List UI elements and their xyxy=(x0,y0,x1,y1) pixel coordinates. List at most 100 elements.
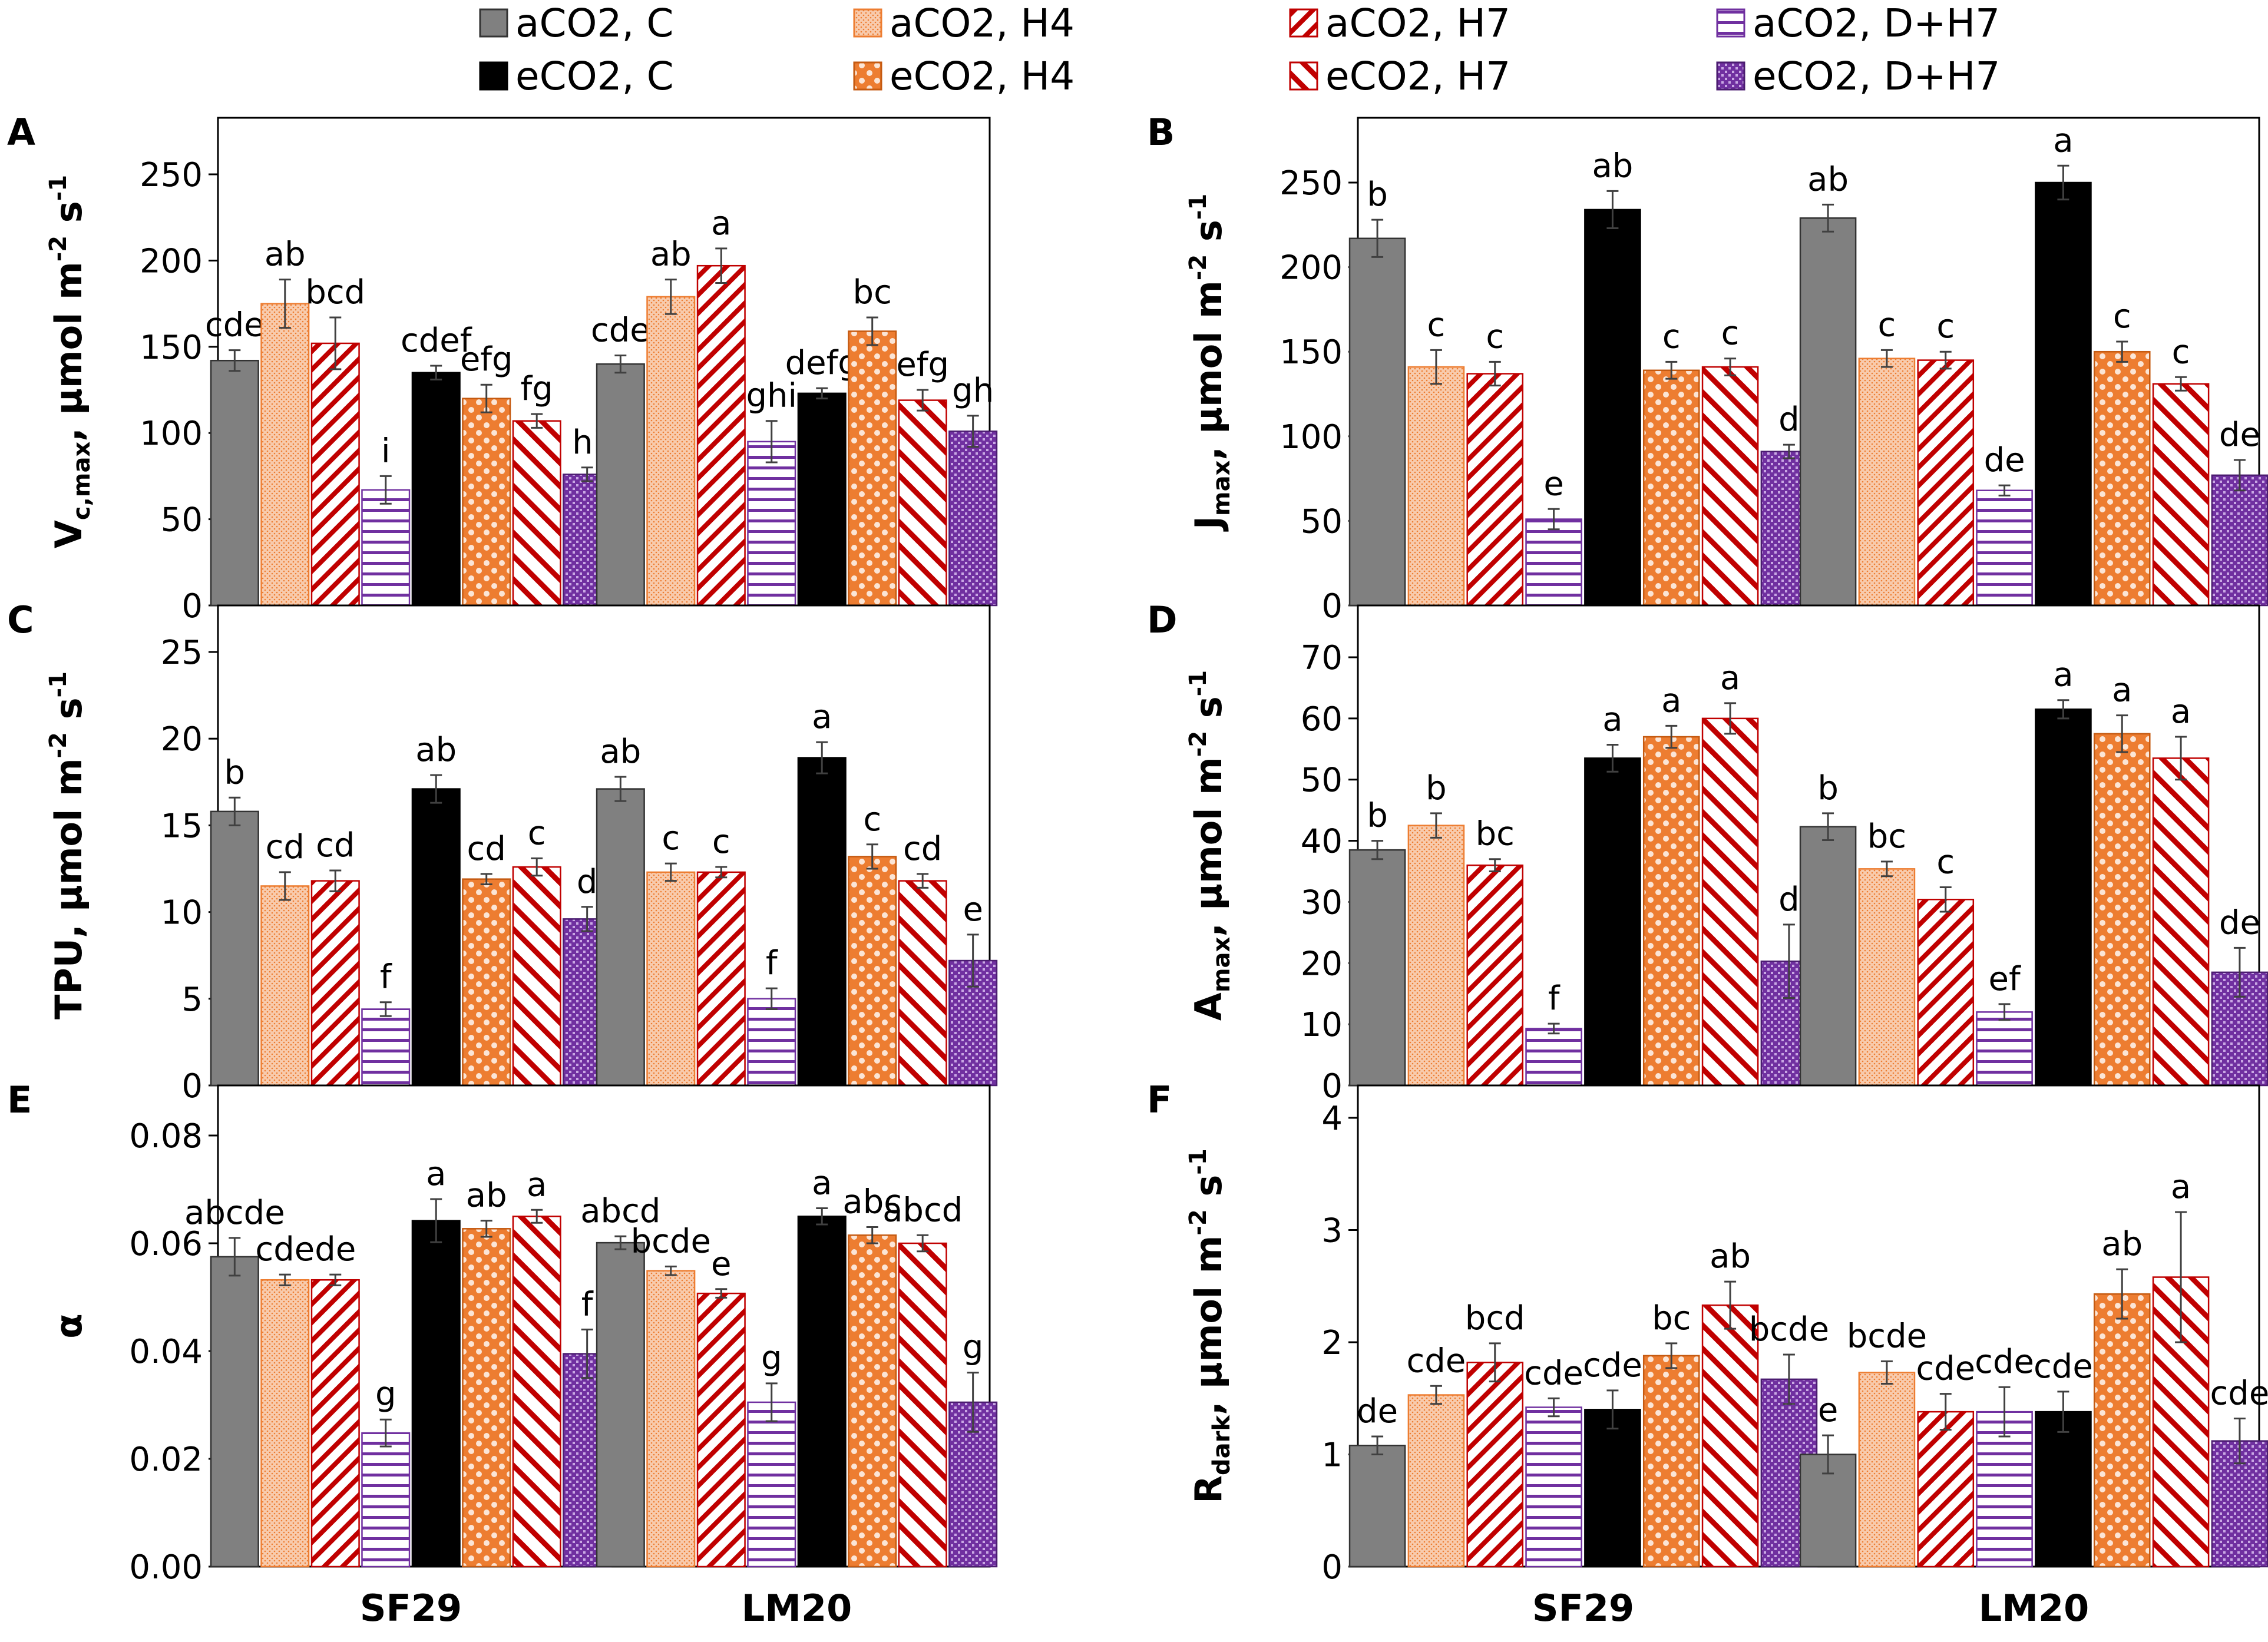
error-bar-C-LM20-aDH7 xyxy=(765,987,778,1010)
panel-A: 050100150200250cdeabbcdicdefefgfghicdeab… xyxy=(7,111,998,625)
bar-B-SF29-aC xyxy=(1348,237,1406,607)
error-bar-A-SF29-aH4 xyxy=(279,279,291,329)
y-tick-label-C: 0 xyxy=(181,1067,203,1105)
y-tick-label-F: 4 xyxy=(1321,1100,1343,1138)
error-bar-B-LM20-eDH7 xyxy=(2233,459,2246,492)
y-tick-label-F: 2 xyxy=(1321,1324,1343,1362)
error-bar-C-LM20-eH7 xyxy=(917,873,929,889)
bar-F-SF29-aDH7 xyxy=(1525,1406,1582,1568)
sig-letter-B-SF29-eH4: c xyxy=(1662,317,1681,356)
bar-F-SF29-eH7 xyxy=(1701,1304,1759,1568)
y-tick-label-C: 25 xyxy=(161,634,203,672)
error-bar-F-LM20-eH7 xyxy=(2175,1211,2187,1343)
error-bar-B-SF29-aDH7 xyxy=(1548,508,1560,531)
error-bar-A-LM20-eH4 xyxy=(866,316,878,346)
bar-D-LM20-eC xyxy=(2035,709,2092,1087)
sig-letter-A-LM20-aC: cde xyxy=(591,311,650,349)
sig-letter-C-LM20-aH4: c xyxy=(662,819,680,858)
bar-A-LM20-eH4 xyxy=(848,330,897,607)
error-bar-E-SF29-eH7 xyxy=(531,1209,543,1224)
bar-D-LM20-aDH7 xyxy=(1976,1011,2033,1087)
sig-letter-D-SF29-eH7: a xyxy=(1720,659,1740,697)
sig-letter-C-SF29-eC: ab xyxy=(415,731,457,769)
sig-letter-D-LM20-eH4: a xyxy=(2112,671,2132,710)
bar-A-SF29-aDH7 xyxy=(361,489,411,607)
legend-swatch-eDH7 xyxy=(1716,61,1745,91)
bar-D-SF29-aH4 xyxy=(1407,825,1465,1087)
sig-letter-E-LM20-eH4: abc xyxy=(842,1183,902,1221)
error-bar-D-LM20-aH4 xyxy=(1880,860,1893,878)
legend-label-eC: eCO2, C xyxy=(515,54,674,99)
error-bar-C-LM20-aH4 xyxy=(664,862,677,882)
legend-swatch-eH4 xyxy=(853,61,882,91)
sig-letter-A-SF29-eC: cdef xyxy=(401,322,472,360)
error-bar-A-LM20-aH4 xyxy=(664,279,677,315)
error-bar-B-LM20-aH4 xyxy=(1880,349,1893,368)
y-tick-label-D: 30 xyxy=(1301,883,1343,922)
sig-letter-F-SF29-aH4: cde xyxy=(1407,1342,1466,1380)
error-bar-F-SF29-aH4 xyxy=(1430,1385,1442,1405)
error-bar-A-LM20-eC xyxy=(816,387,828,400)
bar-C-SF29-aC xyxy=(210,810,259,1087)
error-bar-F-LM20-aH7 xyxy=(1939,1393,1952,1431)
sig-letter-B-LM20-eH7: c xyxy=(2172,333,2190,371)
error-bar-B-SF29-aH4 xyxy=(1430,349,1442,385)
bar-A-LM20-eH7 xyxy=(898,399,947,607)
bar-A-SF29-eH7 xyxy=(512,420,561,607)
bar-D-LM20-eH7 xyxy=(2152,757,2210,1087)
y-tick-label-C: 10 xyxy=(161,894,203,932)
legend-swatch-eC xyxy=(479,61,508,91)
error-bar-D-SF29-aC xyxy=(1371,840,1384,860)
bar-C-SF29-eH7 xyxy=(512,866,561,1087)
error-bar-A-SF29-eH4 xyxy=(480,383,492,413)
y-tick-label-F: 1 xyxy=(1321,1436,1343,1475)
bar-E-LM20-aH4 xyxy=(646,1270,696,1568)
bar-E-LM20-aH7 xyxy=(696,1292,746,1568)
y-tick-label-B: 250 xyxy=(1280,164,1343,203)
sig-letter-A-LM20-eH4: bc xyxy=(853,273,892,312)
sig-letter-A-SF29-eH4: efg xyxy=(460,340,513,379)
y-tick-label-B: 0 xyxy=(1321,587,1343,625)
bar-E-LM20-eH7 xyxy=(898,1242,947,1568)
bar-E-SF29-aC xyxy=(210,1256,259,1568)
legend-swatch-aDH7 xyxy=(1716,8,1745,38)
y-tick-label-A: 250 xyxy=(140,156,203,194)
bar-C-LM20-aDH7 xyxy=(747,998,796,1087)
bar-D-SF29-aH7 xyxy=(1466,864,1524,1087)
sig-letter-D-LM20-eC: a xyxy=(2053,656,2073,694)
error-bar-C-SF29-aH7 xyxy=(329,869,342,892)
y-tick-label-D: 70 xyxy=(1301,639,1343,677)
error-bar-F-SF29-eH7 xyxy=(1724,1280,1737,1330)
error-bar-C-LM20-aH7 xyxy=(715,866,728,879)
legend-label-eH4: eCO2, H4 xyxy=(890,54,1075,99)
bar-B-LM20-aH4 xyxy=(1858,357,1916,607)
error-bar-C-LM20-eDH7 xyxy=(967,933,979,988)
error-bar-A-LM20-eDH7 xyxy=(967,415,979,448)
error-bar-F-SF29-aC xyxy=(1371,1435,1384,1455)
y-tick-label-A: 200 xyxy=(140,242,203,280)
sig-letter-F-SF29-eH7: ab xyxy=(1710,1237,1751,1276)
panel-B: 0 50 100 150 200 250 b c c e ab c c d ab c c de a c c de BJmax… xyxy=(1147,111,2268,625)
error-bar-B-LM20-eC xyxy=(2057,164,2069,201)
sig-letter-A-SF29-aH7: bcd xyxy=(305,273,365,312)
y-tick-label-E: 0.02 xyxy=(129,1441,203,1479)
sig-letter-C-LM20-aC: ab xyxy=(600,733,641,771)
sig-letter-D-LM20-eDH7: de xyxy=(2219,903,2260,942)
sig-letter-C-LM20-eDH7: e xyxy=(963,890,983,929)
error-bar-C-LM20-eH4 xyxy=(866,843,878,870)
bar-B-LM20-eH4 xyxy=(2093,350,2151,607)
bar-B-LM20-eDH7 xyxy=(2211,474,2268,607)
error-bar-E-SF29-aH4 xyxy=(279,1273,291,1286)
bar-B-LM20-eC xyxy=(2035,181,2092,607)
sig-letter-E-LM20-eC: a xyxy=(812,1164,832,1203)
bar-B-SF29-eH7 xyxy=(1701,366,1759,607)
y-tick-label-B: 150 xyxy=(1280,333,1343,372)
bar-A-SF29-eH4 xyxy=(462,398,511,607)
sig-letter-C-LM20-eH4: c xyxy=(863,800,881,839)
sig-letter-B-SF29-aH7: c xyxy=(1486,317,1504,356)
sig-letter-F-LM20-eDH7: cde xyxy=(2210,1375,2268,1413)
bar-A-SF29-eC xyxy=(411,372,461,607)
error-bar-E-SF29-aC xyxy=(229,1237,241,1277)
panel-letter-E: E xyxy=(7,1078,32,1121)
error-bar-A-SF29-eC xyxy=(430,365,442,380)
